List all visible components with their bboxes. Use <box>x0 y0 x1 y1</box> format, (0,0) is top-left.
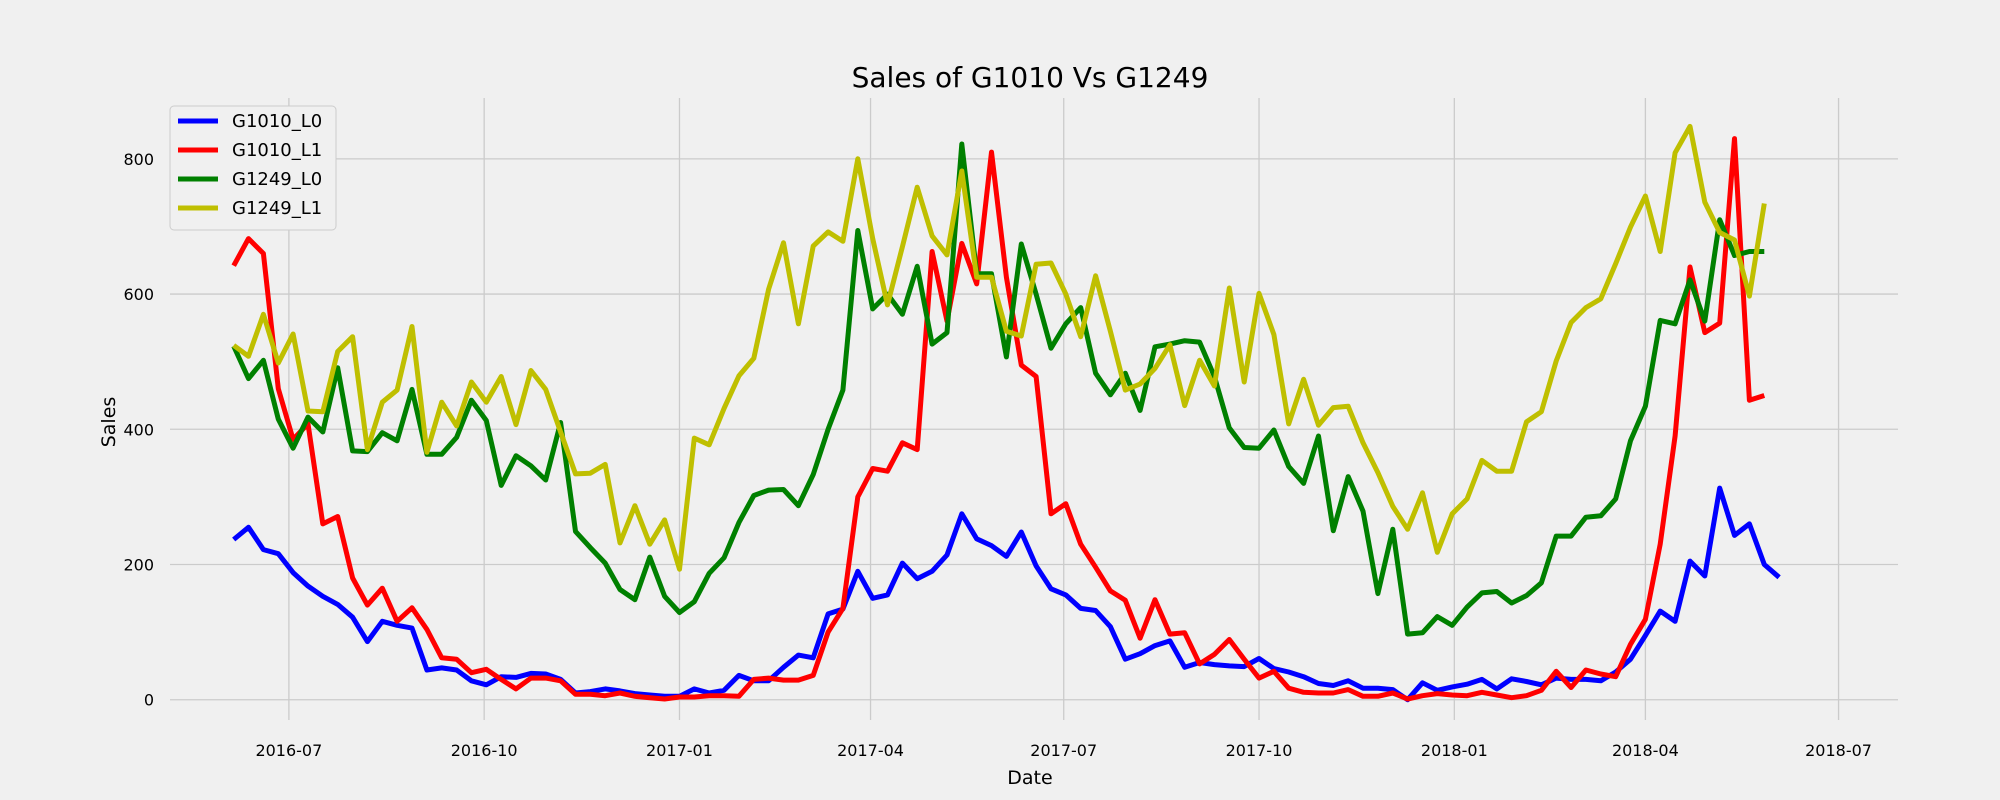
y-tick-label: 400 <box>123 420 154 439</box>
series-line-g1249-l0 <box>231 141 1765 637</box>
x-tick-label: 2017-04 <box>837 741 904 760</box>
x-tick-label: 2018-04 <box>1612 741 1679 760</box>
x-tick-label: 2017-01 <box>646 741 713 760</box>
x-tick-labels: 2016-07 2016-10 2017-01 2017-04 2017-07 2017-… <box>255 741 1872 760</box>
legend-label: G1010_L0 <box>232 111 322 132</box>
x-axis-label: Date <box>1007 767 1052 789</box>
y-tick-labels: 0 200 400 600 800 <box>123 150 154 710</box>
chart-title: Sales of G1010 Vs G1249 <box>852 61 1209 94</box>
x-tick-label: 2018-01 <box>1421 741 1488 760</box>
plot-area <box>170 98 1898 720</box>
x-tick-label: 2017-07 <box>1030 741 1097 760</box>
legend: G1010_L0 G1010_L1 G1249_L0 G1249_L1 <box>169 105 337 231</box>
y-tick-label: 600 <box>123 285 154 304</box>
series-line-g1249-l1 <box>232 123 1767 572</box>
x-tick-label: 2017-10 <box>1226 741 1293 760</box>
y-axis-label: Sales <box>98 397 120 448</box>
x-tick-label: 2016-10 <box>451 741 518 760</box>
x-tick-label: 2016-07 <box>255 741 322 760</box>
legend-label: G1010_L1 <box>232 140 322 161</box>
series-line-g1010-l0 <box>232 485 1781 703</box>
legend-label: G1249_L0 <box>232 169 322 190</box>
legend-label: G1249_L1 <box>232 198 322 219</box>
series-line-g1010-l1 <box>231 136 1766 702</box>
series-lines <box>231 123 1781 703</box>
y-tick-label: 800 <box>123 150 154 169</box>
x-tick-label: 2018-07 <box>1805 741 1872 760</box>
y-tick-label: 200 <box>123 556 154 575</box>
legend-box <box>169 105 337 231</box>
y-tick-label: 0 <box>144 691 154 710</box>
